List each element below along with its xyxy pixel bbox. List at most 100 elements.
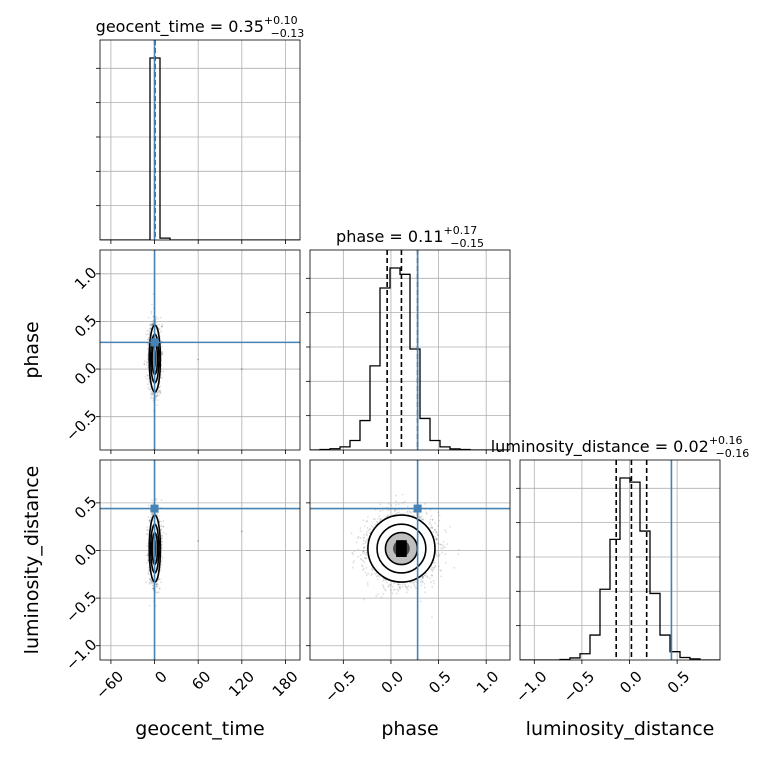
sample-point xyxy=(359,554,362,557)
sample-point xyxy=(421,577,424,579)
sample-point xyxy=(155,315,158,318)
sample-point xyxy=(437,534,439,537)
sample-point xyxy=(391,592,394,595)
sample-point xyxy=(159,385,162,388)
sample-point xyxy=(434,522,437,524)
sample-point xyxy=(156,392,159,395)
sample-point xyxy=(147,317,150,319)
sample-point xyxy=(359,530,362,532)
sample-point xyxy=(419,600,422,603)
sample-point xyxy=(156,583,159,585)
sample-point xyxy=(422,577,425,580)
sample-point xyxy=(418,515,421,518)
sample-point xyxy=(412,582,414,584)
sample-point xyxy=(394,510,396,513)
sample-point xyxy=(405,587,408,590)
sample-point xyxy=(160,538,163,541)
sample-point xyxy=(352,561,355,564)
sample-point xyxy=(384,589,387,592)
y-tick-label: 0.5 xyxy=(71,311,101,341)
sample-point xyxy=(150,396,153,398)
sample-point xyxy=(435,531,438,534)
sample-point xyxy=(152,584,154,587)
x-tick-label: −60 xyxy=(92,668,127,703)
sample-point xyxy=(146,343,149,346)
sample-point xyxy=(147,572,150,575)
sample-point xyxy=(160,524,163,527)
sample-point xyxy=(457,553,460,555)
sample-point xyxy=(147,559,150,562)
sample-point xyxy=(150,392,153,395)
sample-point xyxy=(422,575,424,578)
sample-point xyxy=(410,511,413,514)
sample-point xyxy=(159,389,162,392)
sample-point xyxy=(161,323,164,325)
sample-point xyxy=(240,368,243,370)
sample-point xyxy=(434,528,436,531)
sample-point xyxy=(353,560,355,562)
sample-point xyxy=(146,338,149,341)
sample-point xyxy=(151,393,153,396)
sample-point xyxy=(157,390,160,392)
sample-point xyxy=(378,575,381,578)
sample-point xyxy=(436,533,439,536)
sample-point xyxy=(359,537,362,539)
sample-point xyxy=(149,322,152,325)
sample-point xyxy=(155,583,157,585)
sample-point xyxy=(148,569,151,572)
sample-point xyxy=(411,510,414,513)
sample-point xyxy=(440,569,442,572)
sample-point xyxy=(158,518,161,520)
x-tick-label: 120 xyxy=(225,668,258,701)
sample-point xyxy=(422,518,425,521)
sample-point xyxy=(152,392,154,395)
sample-point xyxy=(159,578,161,580)
panel-frame xyxy=(99,39,301,241)
sample-point xyxy=(440,575,442,578)
sample-point xyxy=(160,528,163,531)
sample-point xyxy=(149,397,152,400)
sample-point xyxy=(429,521,431,524)
sample-point xyxy=(156,592,158,594)
sample-point xyxy=(379,518,382,520)
joint-geocent-time-luminosity-distance-panel: −60 0 60 120 180−1.0−0.50.00.5 xyxy=(62,459,302,703)
sample-point xyxy=(385,516,387,518)
sample-point xyxy=(151,581,153,584)
sample-point xyxy=(160,543,163,546)
sample-point xyxy=(146,361,148,364)
sample-point xyxy=(197,540,200,542)
hist-geocent-time-panel xyxy=(96,39,301,244)
sample-point xyxy=(156,585,159,588)
sample-point xyxy=(160,529,162,531)
histogram-bars xyxy=(310,250,510,450)
sample-point xyxy=(156,591,158,593)
sample-point xyxy=(146,533,149,536)
panel-frame xyxy=(309,249,511,451)
sample-point xyxy=(151,303,153,306)
sample-point xyxy=(365,539,368,541)
sample-point xyxy=(375,575,378,578)
sample-point xyxy=(160,555,163,558)
sample-point xyxy=(150,324,153,327)
sample-point xyxy=(146,361,149,364)
sample-point xyxy=(156,391,158,394)
sample-point xyxy=(149,324,152,327)
sample-point xyxy=(151,320,153,323)
histogram-step-geocent-time xyxy=(100,57,300,240)
sample-point xyxy=(406,505,409,508)
sample-point xyxy=(145,333,147,336)
sample-point xyxy=(374,523,377,526)
sample-point xyxy=(158,587,161,590)
sample-point xyxy=(158,591,160,594)
sample-point xyxy=(370,524,373,527)
sample-point xyxy=(148,521,151,524)
sample-point xyxy=(155,321,158,324)
sample-point xyxy=(360,558,362,560)
sample-point xyxy=(146,561,148,564)
sample-point xyxy=(152,322,155,325)
sample-point xyxy=(362,559,364,562)
sample-point xyxy=(146,532,149,535)
x-tick-label: 180 xyxy=(269,668,302,701)
sample-point xyxy=(151,391,154,394)
sample-point xyxy=(160,541,163,543)
